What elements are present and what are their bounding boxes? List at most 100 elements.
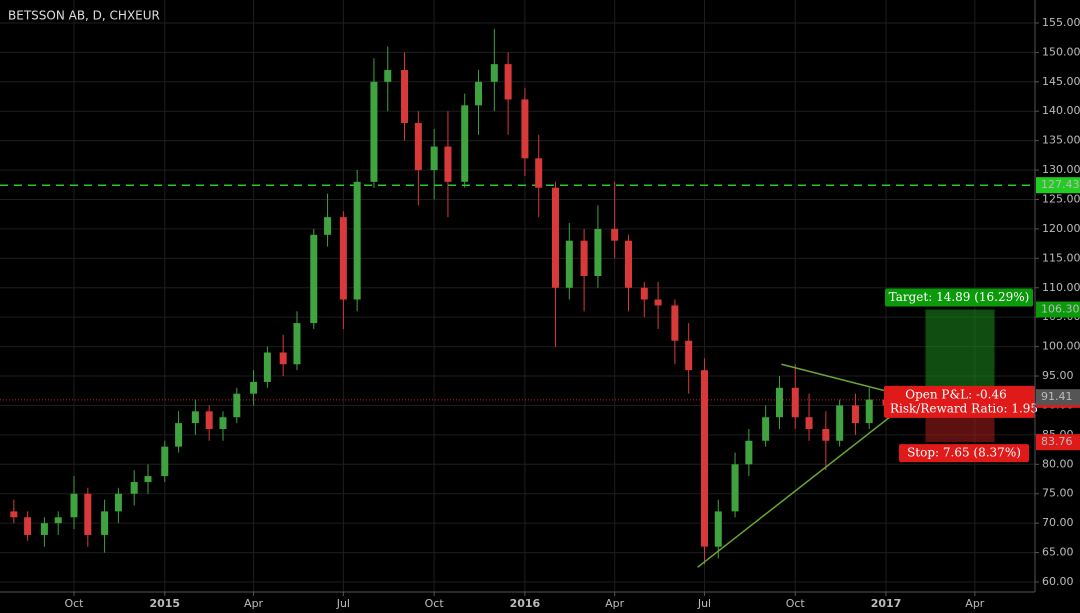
y-tick-label: 100.00 xyxy=(1042,340,1080,353)
x-tick-label: 2016 xyxy=(510,597,541,610)
x-tick-label: Jul xyxy=(336,597,350,610)
x-tick-label: 2017 xyxy=(871,597,902,610)
price-tag-label: 127.43 xyxy=(1041,178,1080,191)
y-tick-label: 120.00 xyxy=(1042,222,1080,235)
candle-body xyxy=(611,228,619,241)
candle-body xyxy=(504,64,512,100)
candle-body xyxy=(279,352,287,365)
price-tag xyxy=(1036,301,1080,318)
trendline xyxy=(781,363,886,392)
candle-body xyxy=(490,64,498,82)
x-tick-label: Oct xyxy=(64,597,84,610)
x-tick-label: Apr xyxy=(605,597,625,610)
candle-body xyxy=(671,305,679,341)
candle-body xyxy=(54,517,62,524)
y-tick-label: 70.00 xyxy=(1042,516,1074,529)
y-tick-label: 80.00 xyxy=(1042,457,1074,470)
candle-body xyxy=(762,417,770,441)
x-tick-label: Oct xyxy=(786,597,806,610)
candle-body xyxy=(836,405,844,441)
target-zone xyxy=(925,309,995,400)
candle-body xyxy=(70,493,78,518)
trendline xyxy=(697,404,906,568)
pnl-label-box xyxy=(884,385,1035,418)
candle-body xyxy=(293,323,301,365)
x-tick-label: Apr xyxy=(244,597,264,610)
y-tick-label: 125.00 xyxy=(1042,192,1080,205)
y-tick-label: 60.00 xyxy=(1042,575,1074,588)
x-tick-label: Oct xyxy=(425,597,445,610)
candle-body xyxy=(654,299,662,306)
candle-body xyxy=(430,146,438,171)
x-tick-label: Apr xyxy=(965,597,985,610)
candle-body xyxy=(475,81,483,106)
candle-body xyxy=(161,446,169,477)
candle-body xyxy=(101,511,109,535)
price-tag-label: 106.30 xyxy=(1041,303,1080,316)
x-tick-label: 2015 xyxy=(149,597,180,610)
candle-body xyxy=(250,381,258,394)
candle-body xyxy=(10,511,18,518)
candle-body xyxy=(114,493,122,512)
candle-body xyxy=(551,187,559,288)
pnl-label: Open P&L: -0.46 xyxy=(905,387,1007,401)
candle-body xyxy=(851,405,859,424)
rr-label: Risk/Reward Ratio: 1.95 xyxy=(890,401,1038,415)
candle-body xyxy=(219,417,227,429)
candle-body xyxy=(580,240,588,276)
y-tick-label: 135.00 xyxy=(1042,134,1080,147)
candle-body xyxy=(263,352,271,382)
candle-body xyxy=(24,517,32,535)
candle-body xyxy=(233,393,241,418)
candle-body xyxy=(685,340,693,371)
y-tick-label: 155.00 xyxy=(1042,16,1080,29)
candle-body xyxy=(775,387,783,418)
y-tick-label: 95.00 xyxy=(1042,369,1074,382)
candle-body xyxy=(84,493,92,535)
target-label: Target: 14.89 (16.29%) xyxy=(889,290,1030,304)
candle-body xyxy=(714,511,722,547)
x-tick-label: Jul xyxy=(697,597,711,610)
candle-body xyxy=(731,464,739,512)
candle-body xyxy=(205,411,213,429)
candle-body xyxy=(339,217,347,300)
candle-body xyxy=(822,428,830,441)
candle-body xyxy=(745,440,753,465)
plot: Target: 14.89 (16.29%) Open P&L: -0.46Ris… xyxy=(0,28,1038,568)
candle-body xyxy=(414,122,422,171)
candle-body xyxy=(175,423,183,447)
price-tag xyxy=(1036,389,1080,406)
candle-body xyxy=(565,240,573,288)
y-tick-label: 75.00 xyxy=(1042,487,1074,500)
candle-body xyxy=(130,481,138,494)
stop-label-box xyxy=(899,444,1029,463)
y-tick-label: 140.00 xyxy=(1042,104,1080,117)
candle-body xyxy=(401,70,409,123)
candle-body xyxy=(144,476,152,482)
candle-body xyxy=(40,523,48,535)
y-tick-label: 145.00 xyxy=(1042,75,1080,88)
price-tag xyxy=(1036,434,1080,451)
candle-body xyxy=(535,158,543,188)
candle-body xyxy=(444,146,452,182)
candle-body xyxy=(594,228,602,276)
candle-body xyxy=(191,411,199,424)
candle-body xyxy=(310,234,318,324)
stop-label: Stop: 7.65 (8.37%) xyxy=(907,446,1021,460)
candle-body xyxy=(624,240,632,288)
candle-body xyxy=(521,99,529,159)
y-tick-label: 130.00 xyxy=(1042,163,1080,176)
price-tag-label: 83.76 xyxy=(1041,435,1073,448)
y-tick-label: 150.00 xyxy=(1042,45,1080,58)
grid xyxy=(0,0,1035,592)
candle-body xyxy=(865,399,873,424)
candle-body xyxy=(370,81,378,182)
candle-body xyxy=(791,387,799,418)
candle-body xyxy=(805,417,813,429)
candle-body xyxy=(461,105,469,182)
price-tag-label: 91.41 xyxy=(1041,390,1073,403)
chart-title: BETSSON AB, D, CHXEUR xyxy=(8,9,160,23)
candle-body xyxy=(700,370,708,547)
